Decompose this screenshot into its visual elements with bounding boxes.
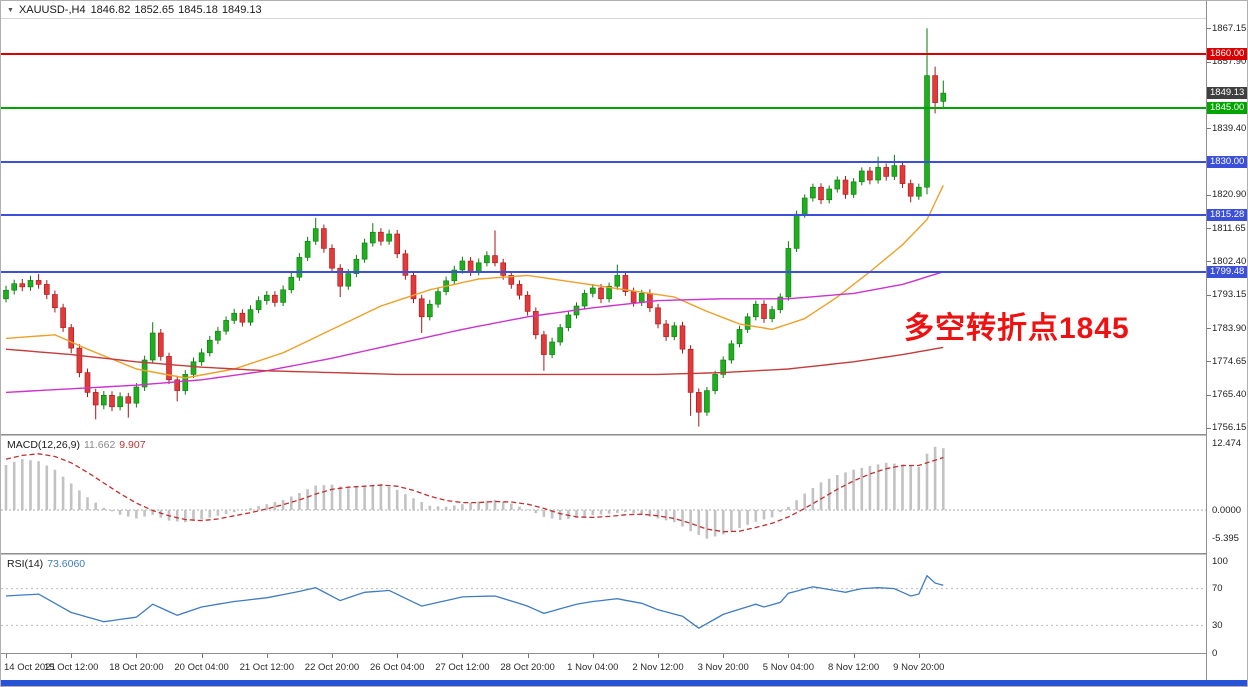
symbol-timeframe: XAUUSD-,H4: [18, 4, 86, 16]
price-tick-mark: [1207, 427, 1211, 429]
macd-scale-label: 0.0000: [1212, 504, 1242, 516]
ma-fast-line: [5, 185, 944, 379]
open-value: 1846.82: [90, 4, 131, 16]
macd-chart-svg[interactable]: [1, 436, 1206, 553]
rsi-panel[interactable]: RSI(14) 73.6060: [1, 555, 1206, 653]
time-tick: [592, 654, 594, 658]
price-tick-mark: [1207, 194, 1211, 196]
chart-top-border: [1, 18, 1247, 19]
chevron-down-icon[interactable]: ▼: [7, 6, 14, 14]
price-tick-mark: [1207, 61, 1211, 63]
price-line-label: 1830.00: [1207, 156, 1247, 168]
ma-slow-line: [5, 346, 944, 376]
rsi-scale-label: 70: [1212, 583, 1223, 595]
time-tick: [6, 654, 7, 658]
macd-label: MACD(12,26,9) 11.662 9.907: [7, 439, 150, 451]
time-tick: [658, 654, 659, 658]
price-tick-mark: [1207, 28, 1211, 30]
price-tick-mark: [1207, 228, 1211, 230]
price-tick-label: 1765.40: [1212, 389, 1247, 401]
time-tick: [266, 654, 268, 658]
time-label: 21 Oct 12:00: [239, 662, 294, 673]
time-label: 3 Nov 20:00: [697, 662, 749, 673]
price-tick-label: 1802.40: [1212, 255, 1247, 267]
time-label: 18 Oct 20:00: [109, 662, 164, 673]
time-label: 9 Nov 20:00: [893, 662, 945, 673]
time-tick: [918, 654, 920, 658]
macd-signal-value: 9.907: [119, 439, 146, 451]
time-axis[interactable]: 14 Oct 2021 15 Oct 12:00 18 Oct 20:00 20 Oc…: [1, 653, 1247, 680]
time-tick: [788, 654, 790, 658]
time-label: 15 Oct 12:00: [43, 662, 99, 673]
price-line-label: 1799.48: [1207, 265, 1247, 278]
time-tick: [462, 654, 464, 658]
time-label: 20 Oct 04:00: [174, 662, 229, 673]
price-chart-svg[interactable]: [1, 1, 1206, 434]
price-tick-mark: [1207, 328, 1211, 329]
price-tick-label: 1756.15: [1212, 422, 1247, 434]
price-tick-mark: [1207, 261, 1211, 263]
rsi-chart-svg[interactable]: [1, 555, 1206, 653]
time-label: 5 Nov 04:00: [762, 662, 815, 673]
price-tick-mark: [1207, 361, 1211, 363]
macd-main-value: 11.662: [83, 439, 116, 451]
low-value: 1845.18: [178, 4, 218, 16]
price-tick-label: 1867.15: [1212, 22, 1247, 34]
current-price-label: 1849.13: [1207, 87, 1247, 100]
ohlc-values: 1846.82 1852.65 1845.18 1849.13: [91, 4, 266, 16]
time-tick: [527, 654, 529, 658]
bottom-window-edge: [1, 680, 1247, 686]
time-tick: [723, 654, 725, 658]
rsi-value: 73.6060: [47, 558, 86, 570]
price-tick-label: 1811.65: [1212, 222, 1246, 234]
price-tick-label: 1857.90: [1212, 56, 1247, 68]
panel-separator-macd[interactable]: [1, 434, 1247, 436]
annotation-text: 多空转折点1845: [904, 312, 1130, 345]
price-tick-label: 1839.40: [1212, 122, 1247, 134]
close-value: 1849.13: [221, 4, 262, 16]
time-tick: [397, 654, 399, 658]
rsi-name: RSI(14): [7, 558, 44, 570]
macd-scale-label: -5.395: [1212, 533, 1239, 545]
time-tick: [136, 654, 138, 658]
macd-name: MACD(12,26,9): [7, 439, 80, 451]
time-label: 27 Oct 12:00: [435, 662, 490, 673]
time-label: 1 Nov 04:00: [567, 662, 619, 673]
time-label: 26 Oct 04:00: [369, 662, 425, 673]
macd-panel[interactable]: MACD(12,26,9) 11.662 9.907: [1, 436, 1206, 553]
high-value: 1852.65: [134, 4, 175, 16]
price-tick-label: 1793.15: [1212, 289, 1247, 301]
time-label: 28 Oct 20:00: [500, 662, 555, 673]
rsi-line: [5, 574, 944, 629]
rsi-scale-label: 100: [1212, 555, 1228, 567]
price-tick-mark: [1207, 294, 1211, 296]
price-line-label: 1815.28: [1207, 209, 1247, 221]
price-tick-label: 1783.90: [1212, 322, 1247, 334]
time-tick: [853, 654, 855, 658]
time-tick: [201, 654, 203, 658]
price-line-label: 1860.00: [1207, 48, 1247, 60]
price-tick-label: 1820.90: [1212, 189, 1247, 201]
chart-title: ▼ XAUUSD-,H4 1846.82 1852.65 1845.18 1849.1…: [7, 4, 266, 16]
rsi-scale-label: 30: [1212, 619, 1223, 631]
main-chart-panel[interactable]: [1, 1, 1206, 434]
price-tick-mark: [1207, 128, 1211, 130]
time-label: 8 Nov 12:00: [827, 662, 880, 673]
time-label: 14 Oct 2021: [4, 662, 56, 673]
macd-signal-line: [5, 453, 944, 533]
price-axis[interactable]: 1867.15 1857.90 1839.40 1820.90 1811.65 1802.…: [1206, 1, 1247, 680]
price-tick-mark: [1207, 394, 1211, 396]
rsi-label: RSI(14) 73.6060: [7, 558, 89, 570]
price-tick-label: 1774.65: [1212, 355, 1247, 367]
rsi-scale-label: 0: [1212, 647, 1218, 659]
time-tick: [332, 654, 333, 658]
time-label: 2 Nov 12:00: [632, 662, 684, 673]
macd-scale-label: 12.474: [1212, 438, 1242, 450]
price-line-label: 1845.00: [1207, 102, 1247, 114]
time-label: 22 Oct 20:00: [304, 662, 360, 673]
ma-mid-line: [5, 271, 944, 394]
time-tick: [71, 654, 73, 658]
panel-separator-rsi[interactable]: [1, 553, 1247, 555]
